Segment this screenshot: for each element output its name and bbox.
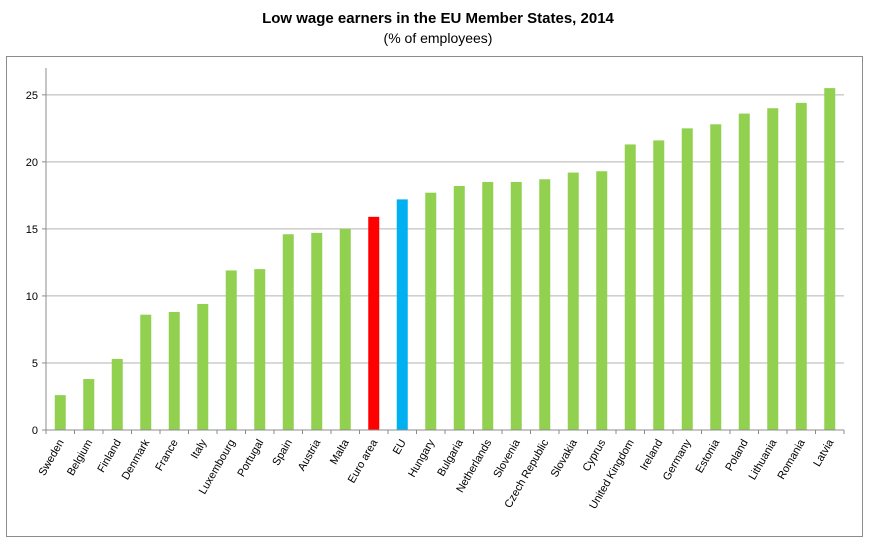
bar-latvia bbox=[824, 88, 836, 430]
bar-estonia bbox=[710, 124, 722, 431]
bar-poland bbox=[738, 113, 750, 431]
x-tick-label: Bulgaria bbox=[435, 437, 466, 479]
y-tick-label: 0 bbox=[32, 425, 38, 437]
gridlines bbox=[46, 94, 844, 364]
bar-denmark bbox=[140, 314, 152, 430]
y-tick-label: 15 bbox=[26, 224, 38, 236]
x-tick-label: Denmark bbox=[120, 437, 153, 482]
x-tick-label: Belgium bbox=[65, 438, 95, 478]
x-tick-label: Sweden bbox=[37, 438, 67, 478]
x-tick-label: Hungary bbox=[406, 437, 437, 479]
bar-lithuania bbox=[767, 108, 779, 430]
x-tick-label: Malta bbox=[328, 437, 352, 467]
bar-netherlands bbox=[482, 181, 494, 430]
x-tick-label: Romania bbox=[775, 437, 808, 482]
x-tick-label: Poland bbox=[723, 438, 751, 474]
chart-frame bbox=[6, 56, 863, 537]
bar-czech-republic bbox=[539, 179, 551, 430]
axes bbox=[42, 68, 845, 434]
bars bbox=[54, 88, 836, 431]
x-tick-label: Cyprus bbox=[581, 437, 609, 474]
x-tick-label: Portugal bbox=[235, 438, 266, 479]
bar-romania bbox=[795, 102, 807, 431]
bar-united-kingdom bbox=[624, 144, 636, 430]
x-tick-label: Italy bbox=[189, 437, 210, 461]
x-tick-label: Estonia bbox=[694, 437, 723, 476]
bar-malta bbox=[339, 228, 351, 430]
y-tick-label: 20 bbox=[26, 157, 38, 169]
x-tick-label: Slovakia bbox=[549, 437, 581, 480]
bar-slovakia bbox=[567, 172, 579, 431]
y-tick-label: 25 bbox=[26, 90, 38, 102]
x-tick-label: Germany bbox=[661, 437, 694, 483]
bar-sweden bbox=[54, 395, 66, 430]
x-tick-label: Ireland bbox=[638, 438, 665, 473]
x-tick-label: EU bbox=[391, 437, 409, 456]
bar-portugal bbox=[254, 269, 266, 430]
bar-finland bbox=[111, 358, 123, 430]
bar-euro-area bbox=[368, 216, 380, 430]
bar-cyprus bbox=[596, 171, 608, 430]
x-tick-label: Latvia bbox=[811, 437, 837, 469]
y-tick-labels: 0 5 10 15 20 25 bbox=[26, 90, 38, 437]
x-tick-label: Spain bbox=[270, 438, 294, 468]
x-tick-label: Slovenia bbox=[491, 437, 523, 480]
x-tick-label: France bbox=[153, 438, 181, 474]
bar-hungary bbox=[425, 192, 437, 430]
bar-bulgaria bbox=[453, 185, 465, 430]
bar-eu bbox=[396, 199, 408, 430]
bar-slovenia bbox=[510, 181, 522, 430]
bar-belgium bbox=[83, 379, 95, 430]
bar-spain bbox=[282, 234, 294, 430]
y-tick-label: 10 bbox=[26, 291, 38, 303]
x-tick-label: Austria bbox=[296, 437, 324, 473]
bar-italy bbox=[197, 303, 209, 430]
bar-france bbox=[168, 312, 180, 430]
bar-ireland bbox=[653, 140, 665, 430]
x-tick-label: Finland bbox=[95, 438, 123, 475]
bar-germany bbox=[681, 128, 693, 431]
chart-title: Low wage earners in the EU Member States… bbox=[262, 10, 614, 27]
chart-subtitle: (% of employees) bbox=[383, 30, 493, 46]
bar-austria bbox=[311, 232, 323, 430]
y-tick-label: 5 bbox=[32, 358, 38, 370]
bar-luxembourg bbox=[225, 270, 237, 430]
